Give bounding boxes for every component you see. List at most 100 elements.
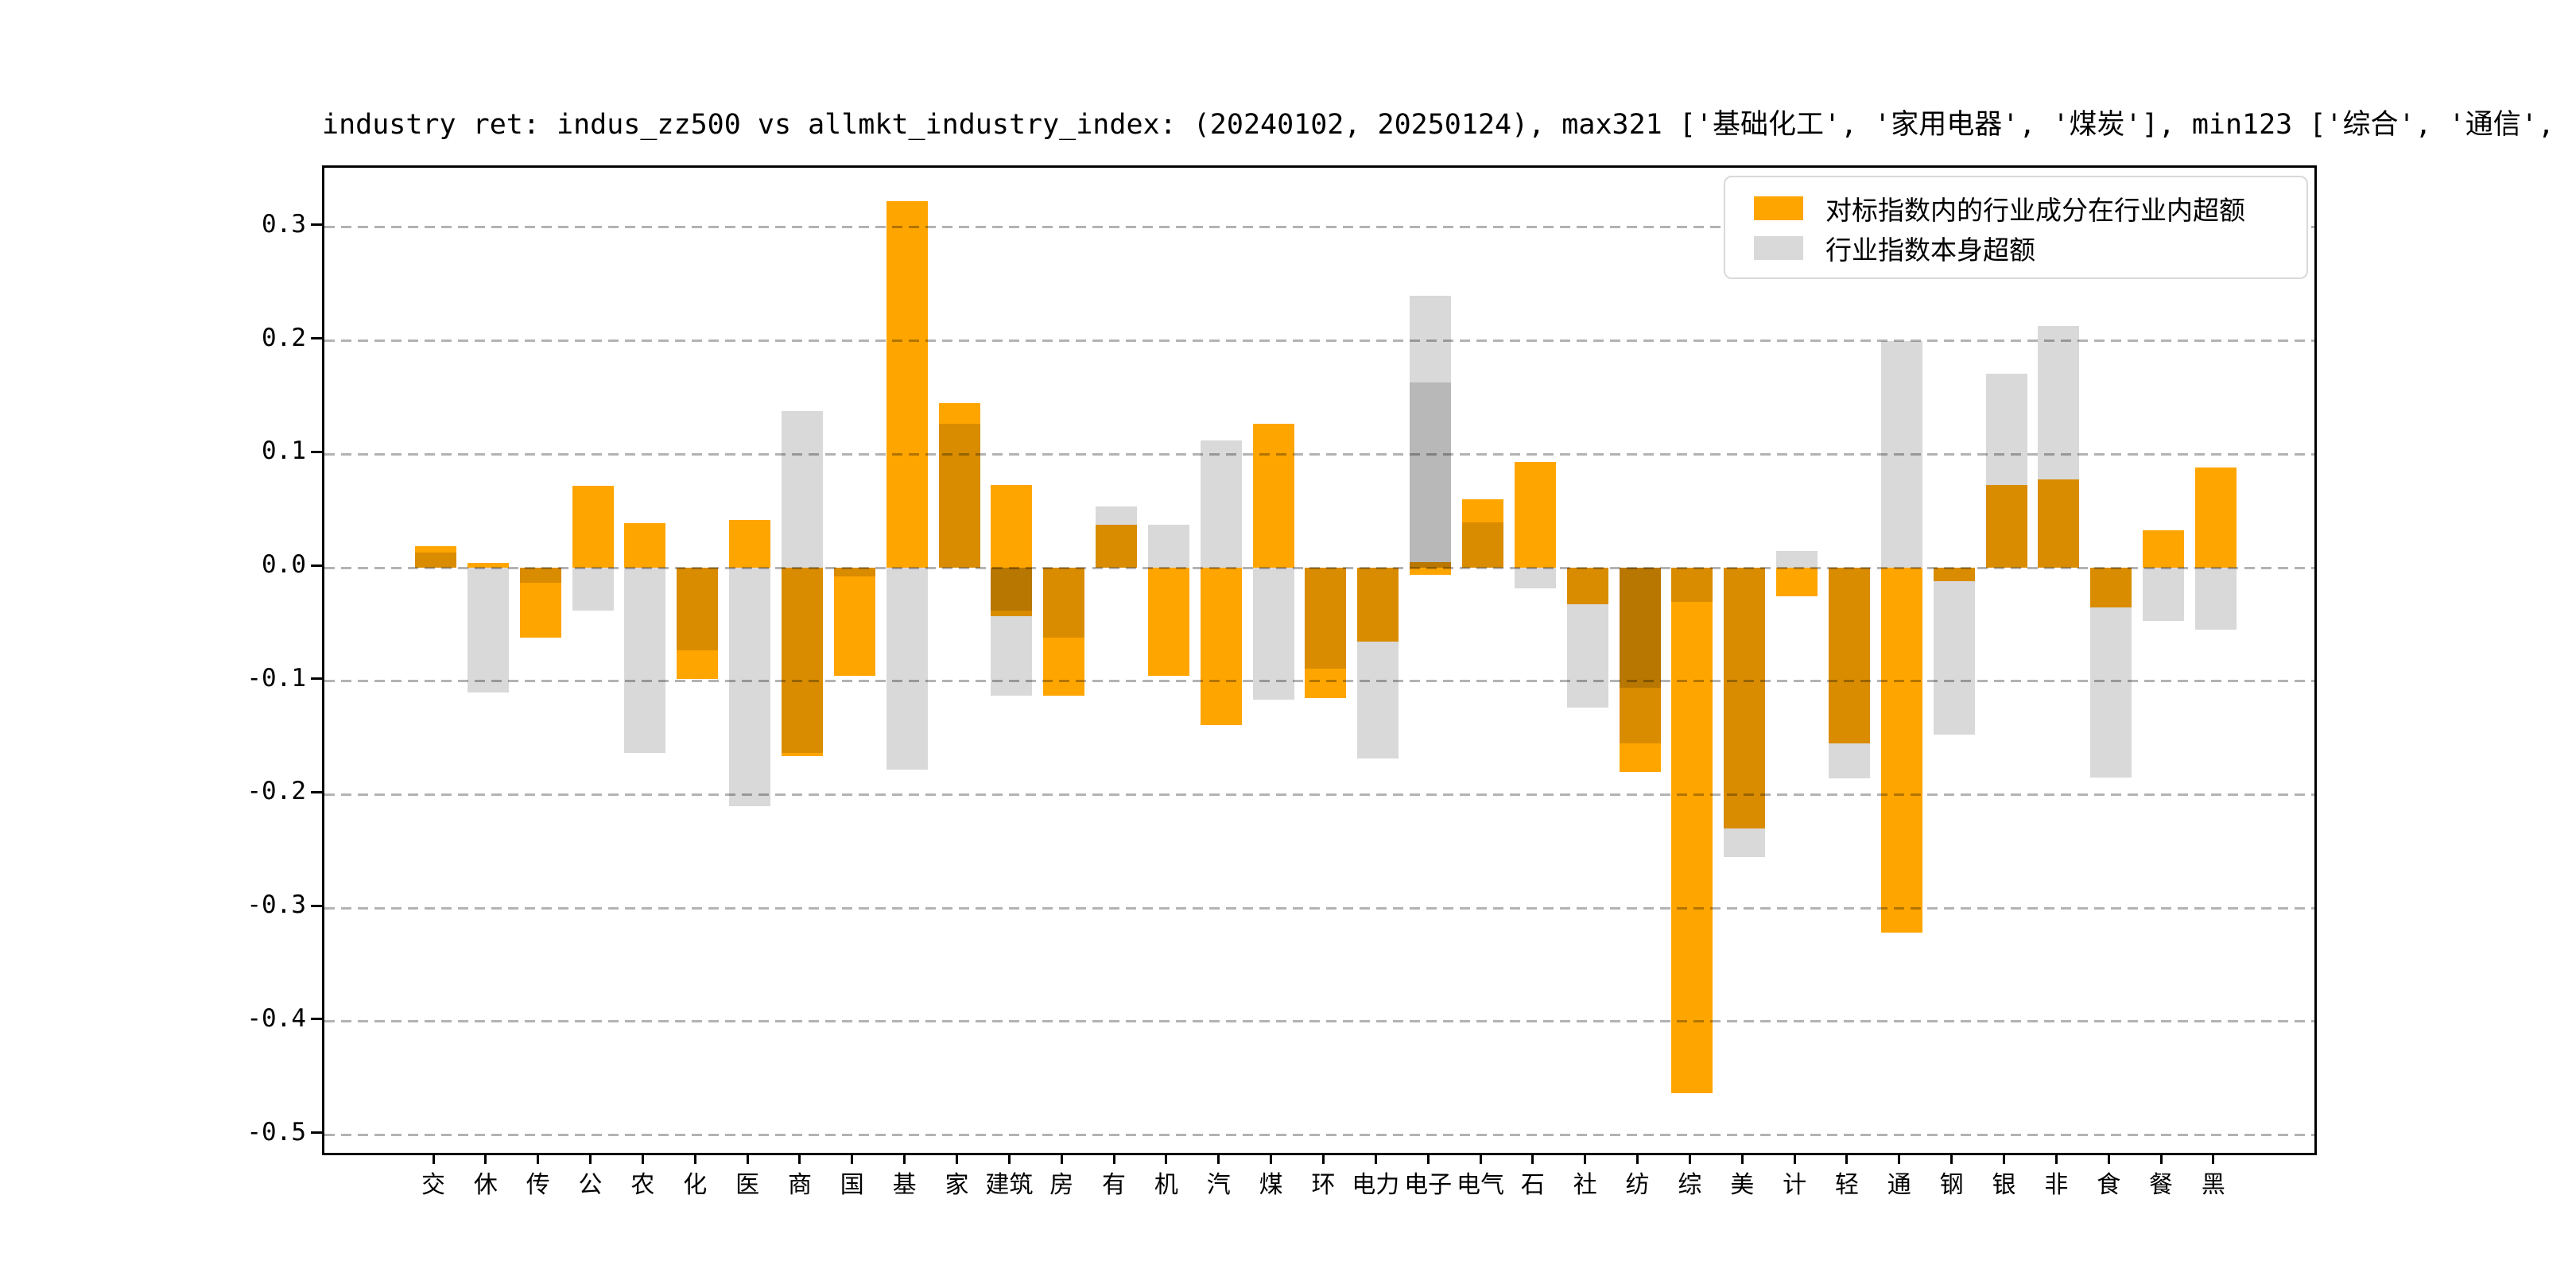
x-tick-mark bbox=[1217, 1153, 1220, 1164]
x-tick-label-计: 计 bbox=[1783, 1171, 1807, 1199]
x-tick-mark bbox=[903, 1153, 906, 1164]
gridline-0.3 bbox=[324, 226, 2314, 229]
bar-汽-orange bbox=[1200, 568, 1242, 726]
bar-机-gray bbox=[1147, 524, 1189, 568]
y-tick-mark bbox=[311, 337, 322, 340]
y-tick-label-0.0: 0.0 bbox=[262, 550, 306, 579]
bar-银-gray bbox=[1985, 373, 2027, 568]
bar-交-gray bbox=[415, 553, 456, 568]
x-tick-mark bbox=[1898, 1153, 1901, 1164]
x-tick-mark bbox=[1060, 1153, 1063, 1164]
bar-综-gray bbox=[1671, 568, 1713, 602]
bar-农-gray bbox=[624, 568, 666, 753]
x-tick-label-基: 基 bbox=[892, 1171, 917, 1199]
legend-swatch-gray bbox=[1754, 236, 1803, 260]
x-tick-mark bbox=[798, 1153, 801, 1164]
bar-家-gray bbox=[938, 423, 980, 568]
legend-label-1: 行业指数本身超额 bbox=[1825, 235, 2035, 266]
bar-传-gray bbox=[519, 568, 561, 583]
y-tick-label-0.1: 0.1 bbox=[262, 436, 306, 466]
bar-餐-gray bbox=[2143, 568, 2185, 622]
bar-商-gray bbox=[781, 411, 823, 568]
x-tick-label-通: 通 bbox=[1887, 1171, 1911, 1199]
x-tick-label-综: 综 bbox=[1678, 1171, 1702, 1199]
legend: 对标指数内的行业成分在行业内超额行业指数本身超额 bbox=[1724, 176, 2308, 279]
bar-国-orange bbox=[833, 568, 875, 676]
x-tick-mark bbox=[1374, 1153, 1377, 1164]
x-tick-mark bbox=[1950, 1153, 1953, 1164]
gridline--0.5 bbox=[324, 1134, 2314, 1136]
x-tick-mark bbox=[1636, 1153, 1639, 1164]
bar-房-gray bbox=[1043, 568, 1085, 638]
bar-农-orange bbox=[624, 523, 666, 568]
x-tick-mark bbox=[1321, 1153, 1325, 1164]
bar-社-gray bbox=[1566, 568, 1608, 708]
x-tick-mark bbox=[1270, 1153, 1273, 1164]
x-tick-label-化: 化 bbox=[683, 1171, 708, 1199]
legend-row-0: 对标指数内的行业成分在行业内超额 bbox=[1754, 188, 2306, 228]
x-tick-mark bbox=[484, 1153, 487, 1164]
bar-黑-gray bbox=[2194, 568, 2237, 630]
chart-title: industry ret: indus_zz500 vs allmkt_indu… bbox=[322, 109, 2576, 141]
bar-汽-gray bbox=[1200, 440, 1242, 568]
x-tick-label-家: 家 bbox=[945, 1171, 969, 1199]
bar-纺-gray2 bbox=[1619, 568, 1661, 689]
x-tick-mark bbox=[1112, 1153, 1115, 1164]
x-tick-mark bbox=[693, 1153, 696, 1164]
plot-area: 对标指数内的行业成分在行业内超额行业指数本身超额 bbox=[322, 165, 2317, 1155]
y-tick-label-0.2: 0.2 bbox=[262, 323, 306, 352]
bar-电气-gray bbox=[1462, 522, 1503, 568]
x-tick-mark bbox=[1740, 1153, 1744, 1164]
x-tick-mark bbox=[641, 1153, 644, 1164]
x-tick-label-房: 房 bbox=[1049, 1171, 1074, 1199]
y-tick-mark bbox=[311, 790, 322, 793]
x-tick-mark bbox=[1165, 1153, 1168, 1164]
bar-轻-gray bbox=[1828, 568, 1870, 779]
x-tick-label-国: 国 bbox=[840, 1171, 864, 1199]
x-tick-mark bbox=[1531, 1153, 1534, 1164]
x-tick-label-食: 食 bbox=[2097, 1171, 2121, 1199]
bar-电子-gray2 bbox=[1410, 382, 1452, 568]
y-tick-label--0.3: -0.3 bbox=[246, 890, 306, 920]
bar-非-gray bbox=[2038, 326, 2080, 568]
x-tick-mark bbox=[2212, 1153, 2215, 1164]
bar-黑-orange bbox=[2194, 467, 2237, 568]
bar-环-gray bbox=[1305, 568, 1347, 669]
gridline-0.2 bbox=[324, 339, 2314, 343]
x-tick-mark bbox=[1007, 1153, 1011, 1164]
x-tick-mark bbox=[1426, 1153, 1430, 1164]
x-tick-label-有: 有 bbox=[1102, 1171, 1127, 1199]
y-tick-mark bbox=[311, 677, 322, 681]
x-tick-label-环: 环 bbox=[1311, 1171, 1336, 1199]
x-tick-label-传: 传 bbox=[526, 1171, 550, 1199]
y-tick-label-0.3: 0.3 bbox=[262, 209, 306, 239]
bar-煤-orange bbox=[1252, 423, 1294, 568]
bar-公-gray bbox=[572, 568, 614, 611]
x-tick-label-钢: 钢 bbox=[1939, 1171, 1964, 1199]
x-tick-label-黑: 黑 bbox=[2201, 1171, 2225, 1199]
x-tick-label-电力: 电力 bbox=[1352, 1171, 1400, 1199]
x-tick-label-建筑: 建筑 bbox=[985, 1171, 1034, 1199]
bar-化-gray bbox=[677, 568, 719, 651]
x-tick-mark bbox=[1688, 1153, 1691, 1164]
bar-商-gray2 bbox=[781, 568, 823, 753]
gridline--0.4 bbox=[324, 1020, 2314, 1023]
bar-石-gray bbox=[1514, 568, 1556, 588]
x-tick-mark bbox=[2107, 1153, 2110, 1164]
bar-基-gray bbox=[886, 568, 928, 770]
x-tick-label-医: 医 bbox=[735, 1171, 760, 1199]
x-tick-label-商: 商 bbox=[787, 1171, 812, 1199]
x-tick-label-汽: 汽 bbox=[1206, 1171, 1231, 1199]
y-tick-mark bbox=[311, 904, 322, 907]
y-tick-mark bbox=[311, 450, 322, 453]
bar-计-orange bbox=[1776, 568, 1818, 596]
bar-机-orange bbox=[1147, 568, 1189, 676]
x-tick-mark bbox=[537, 1153, 540, 1164]
bar-有-gray bbox=[1096, 506, 1138, 568]
x-tick-label-餐: 餐 bbox=[2149, 1171, 2174, 1199]
bar-电子-orange2 bbox=[1410, 568, 1452, 575]
x-tick-label-非: 非 bbox=[2044, 1171, 2069, 1199]
x-tick-label-纺: 纺 bbox=[1625, 1171, 1650, 1199]
bar-综-orange bbox=[1671, 568, 1713, 1093]
